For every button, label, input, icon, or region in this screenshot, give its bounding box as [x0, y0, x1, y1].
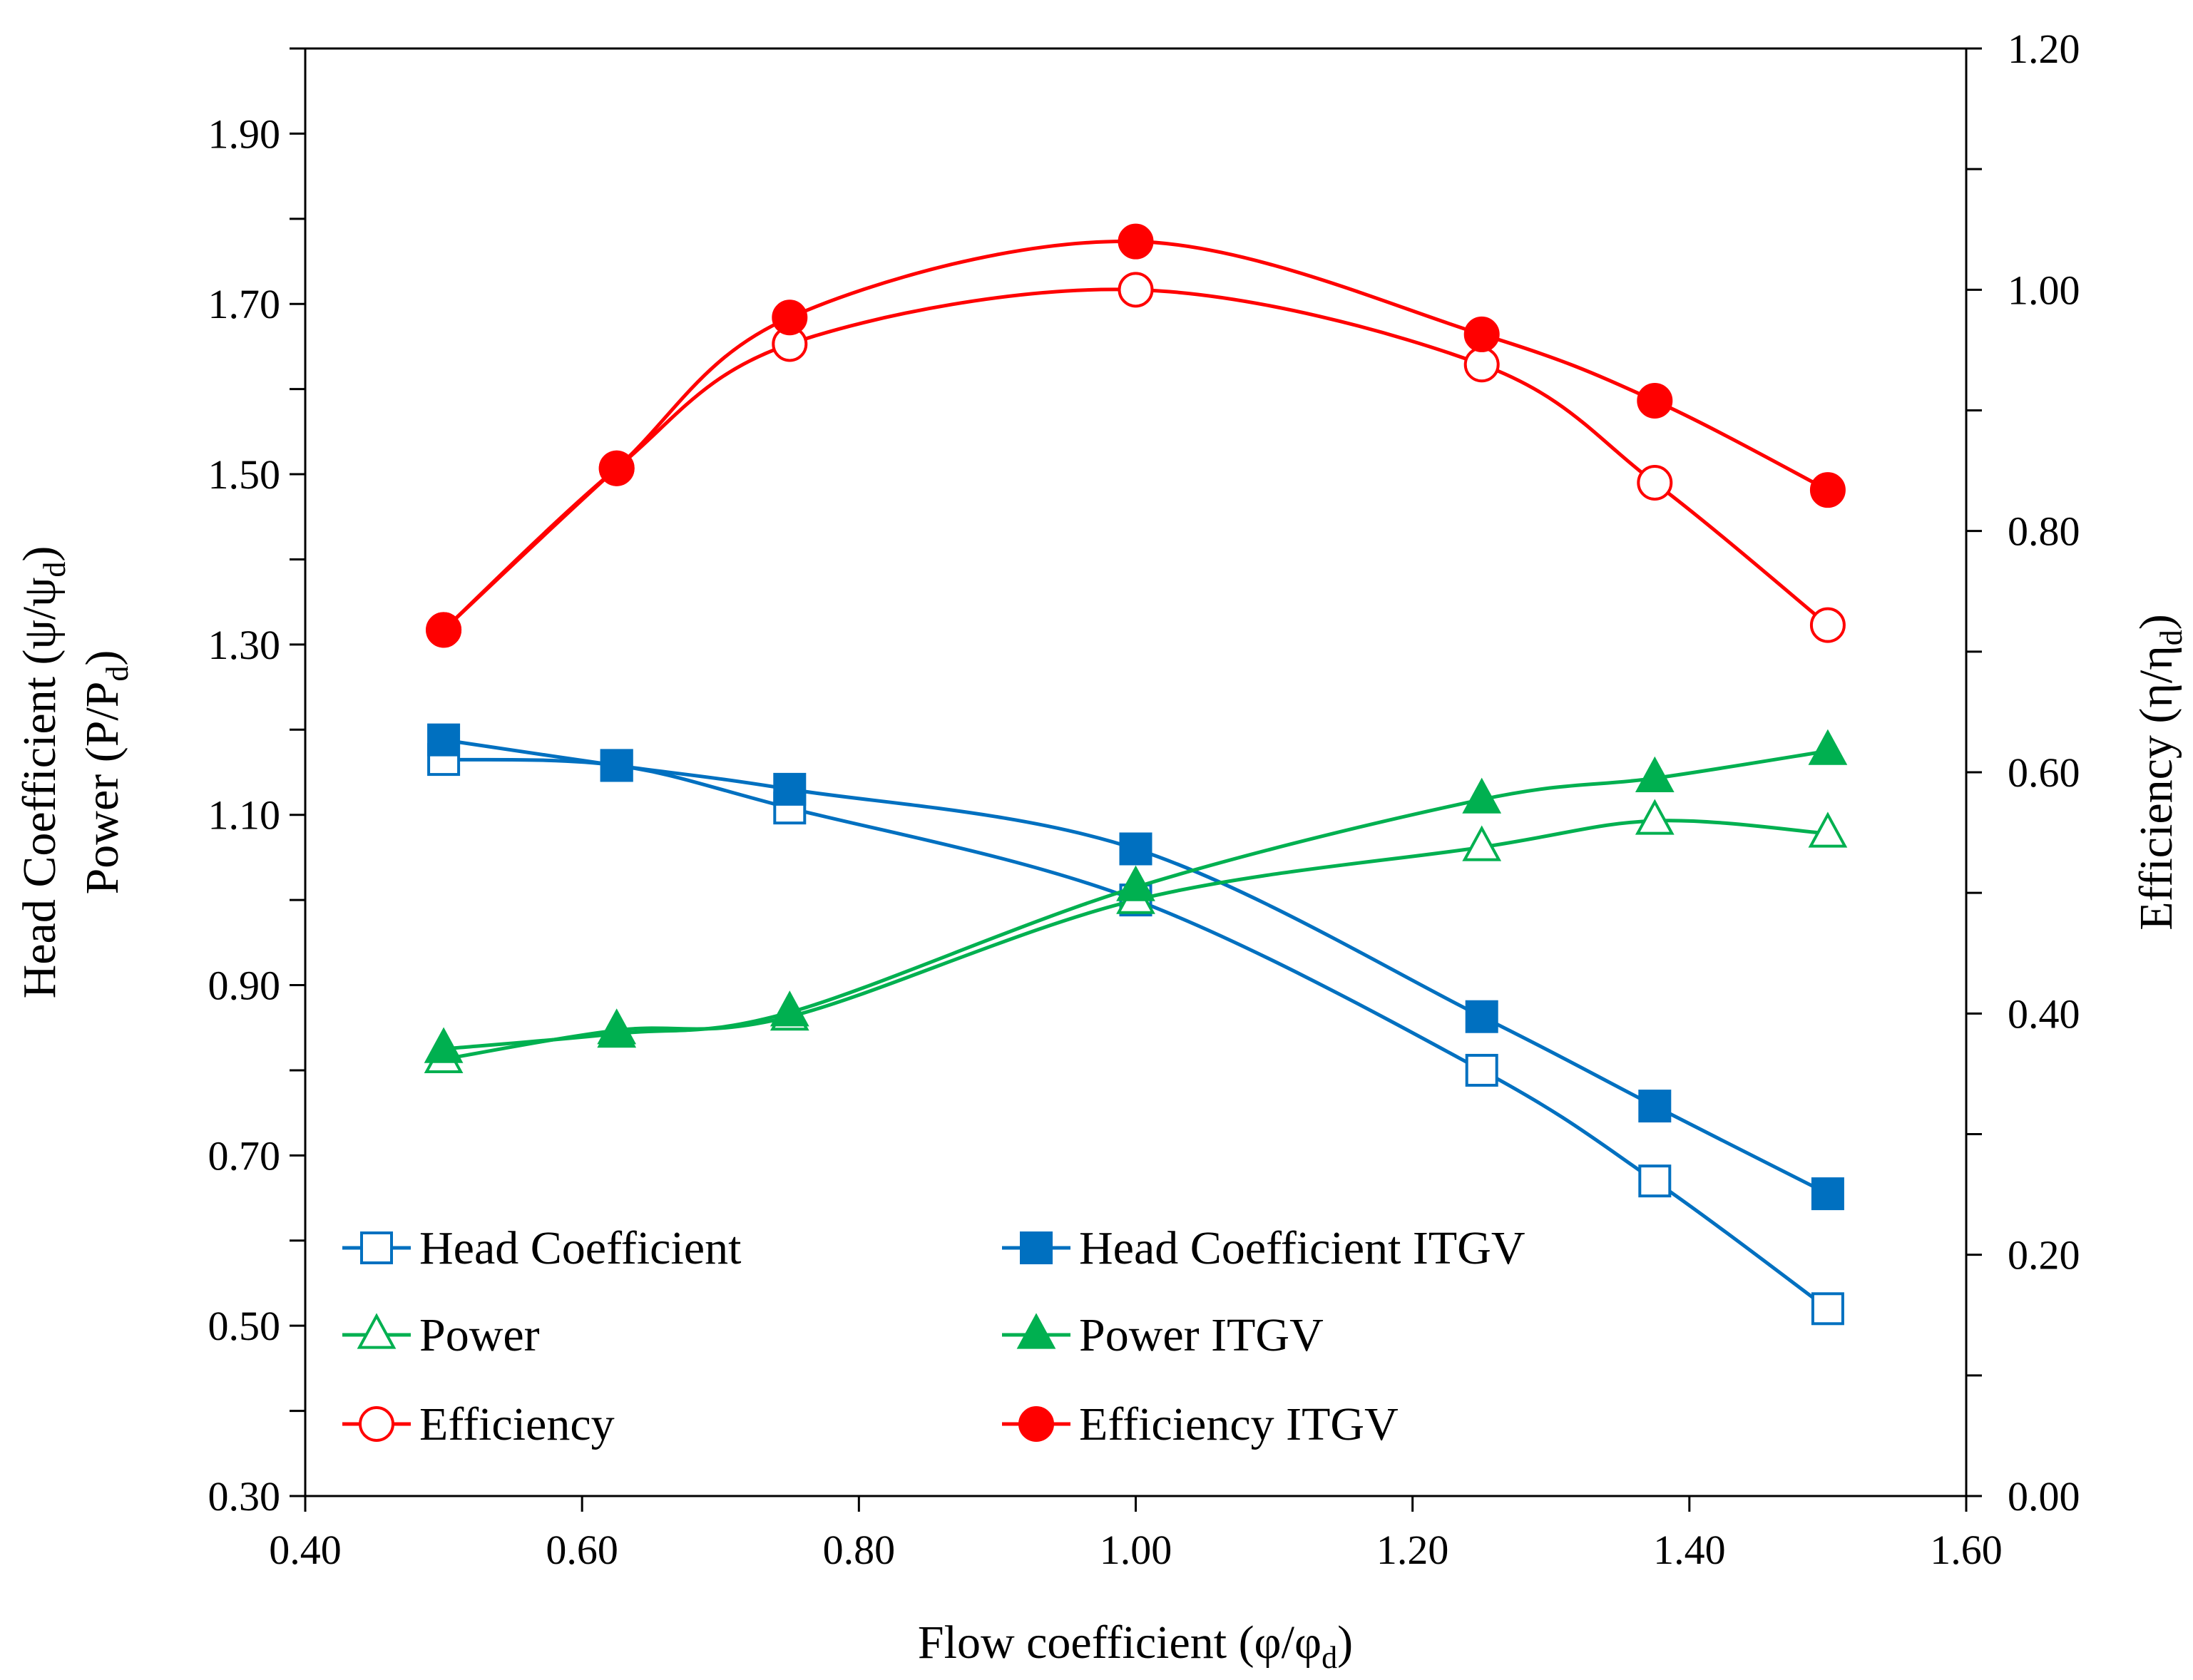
- data-point-efficiency-itgv: [598, 450, 635, 486]
- x-tick-label: 0.40: [269, 1527, 342, 1573]
- legend-marker: [357, 1313, 397, 1349]
- y-right-tick-label: 0.40: [2008, 990, 2080, 1037]
- data-point-efficiency: [1637, 465, 1673, 501]
- legend-marker: [359, 1406, 394, 1442]
- data-point-head-coefficient-itgv: [1811, 1177, 1844, 1211]
- data-point-head-coefficient-itgv: [1465, 1000, 1498, 1033]
- data-point-efficiency-itgv: [426, 612, 462, 648]
- legend-label: Efficiency: [419, 1398, 615, 1450]
- x-axis-title: Flow coefficient (φ/φd): [918, 1617, 1353, 1675]
- data-point-head-coefficient-itgv: [773, 772, 807, 806]
- data-point-power-itgv: [424, 1027, 464, 1063]
- legend-marker: [1018, 1406, 1054, 1442]
- data-point-efficiency-itgv: [1463, 316, 1500, 352]
- data-point-head-coefficient: [1465, 1053, 1498, 1087]
- x-tick-label: 1.40: [1653, 1527, 1726, 1573]
- y-right-tick-label: 0.80: [2008, 508, 2080, 555]
- legend-item-efficiency: Efficiency: [342, 1398, 615, 1450]
- legend-label: Head Coefficient: [419, 1222, 741, 1274]
- data-point-power-itgv: [1808, 729, 1848, 765]
- series-power-itgv: [424, 729, 1848, 1063]
- y-left-tick-label: 0.50: [208, 1303, 281, 1349]
- data-point-power: [1808, 811, 1848, 848]
- legend: Head Coefficient Head Coefficient ITGV Pow…: [342, 1222, 1525, 1450]
- legend-marker: [1020, 1231, 1053, 1264]
- data-point-power: [1462, 825, 1502, 861]
- x-tick-label: 1.20: [1376, 1527, 1449, 1573]
- x-tick-label: 1.00: [1100, 1527, 1172, 1573]
- legend-item-head-coefficient: Head Coefficient: [342, 1222, 741, 1274]
- data-point-efficiency: [1463, 347, 1500, 383]
- data-point-head-coefficient-itgv: [1638, 1090, 1672, 1123]
- y-left-tick-label: 1.30: [208, 622, 281, 668]
- y-right-tick-label: 1.20: [2008, 26, 2080, 72]
- legend-label: Head Coefficient ITGV: [1079, 1222, 1525, 1274]
- legend-label: Power ITGV: [1079, 1309, 1324, 1361]
- legend-item-power: Power: [342, 1309, 540, 1361]
- legend-marker: [360, 1231, 393, 1264]
- data-point-power-itgv: [1462, 777, 1502, 814]
- y-left-tick-label: 1.50: [208, 451, 281, 498]
- y-left-tick-label: 1.90: [208, 111, 281, 157]
- x-tick-label: 0.60: [546, 1527, 618, 1573]
- y-left-axis-title-power: Power (P/Pd): [76, 650, 135, 895]
- data-point-efficiency-itgv: [1637, 382, 1673, 419]
- data-point-efficiency: [1118, 272, 1154, 308]
- legend-item-efficiency-itgv: Efficiency ITGV: [1002, 1398, 1399, 1450]
- y-right-tick-label: 0.00: [2008, 1473, 2080, 1520]
- legend-label: Power: [419, 1309, 540, 1361]
- data-point-efficiency-itgv: [772, 299, 808, 336]
- y-left-axis-title-head: Head Coefficient (ψ/ψd): [14, 546, 72, 999]
- x-tick-label: 1.60: [1930, 1527, 2003, 1573]
- series-head-coefficient-itgv: [427, 723, 1844, 1211]
- y-right-axis-title: Efficiency (η/ηd): [2130, 614, 2189, 930]
- y-left-tick-label: 1.70: [208, 281, 281, 327]
- data-point-efficiency: [1809, 607, 1846, 643]
- y-right-tick-label: 1.00: [2008, 267, 2080, 313]
- legend-item-head-coefficient-itgv: Head Coefficient ITGV: [1002, 1222, 1525, 1274]
- x-tick-label: 0.80: [823, 1527, 896, 1573]
- data-point-power-itgv: [1116, 865, 1155, 901]
- y-left-tick-label: 0.90: [208, 963, 281, 1009]
- data-point-head-coefficient-itgv: [600, 749, 633, 782]
- data-point-power-itgv: [1635, 756, 1675, 792]
- y-left-tick-label: 0.30: [208, 1473, 281, 1520]
- data-point-efficiency-itgv: [1809, 472, 1846, 508]
- data-point-efficiency-itgv: [1118, 223, 1154, 260]
- data-point-power-itgv: [597, 1012, 637, 1048]
- series-efficiency-itgv: [426, 223, 1846, 648]
- data-point-head-coefficient: [1638, 1164, 1672, 1198]
- legend-marker: [1016, 1313, 1056, 1349]
- data-point-head-coefficient: [1811, 1292, 1844, 1326]
- y-left-tick-label: 0.70: [208, 1132, 281, 1179]
- data-point-head-coefficient-itgv: [427, 723, 461, 757]
- y-right-tick-label: 0.20: [2008, 1232, 2080, 1279]
- legend-item-power-itgv: Power ITGV: [1002, 1309, 1324, 1361]
- y-left-tick-label: 1.10: [208, 792, 281, 839]
- data-point-power: [1635, 799, 1675, 835]
- y-right-tick-label: 0.60: [2008, 749, 2080, 796]
- data-point-power-itgv: [770, 990, 809, 1027]
- legend-label: Efficiency ITGV: [1079, 1398, 1399, 1450]
- data-point-head-coefficient-itgv: [1119, 832, 1152, 866]
